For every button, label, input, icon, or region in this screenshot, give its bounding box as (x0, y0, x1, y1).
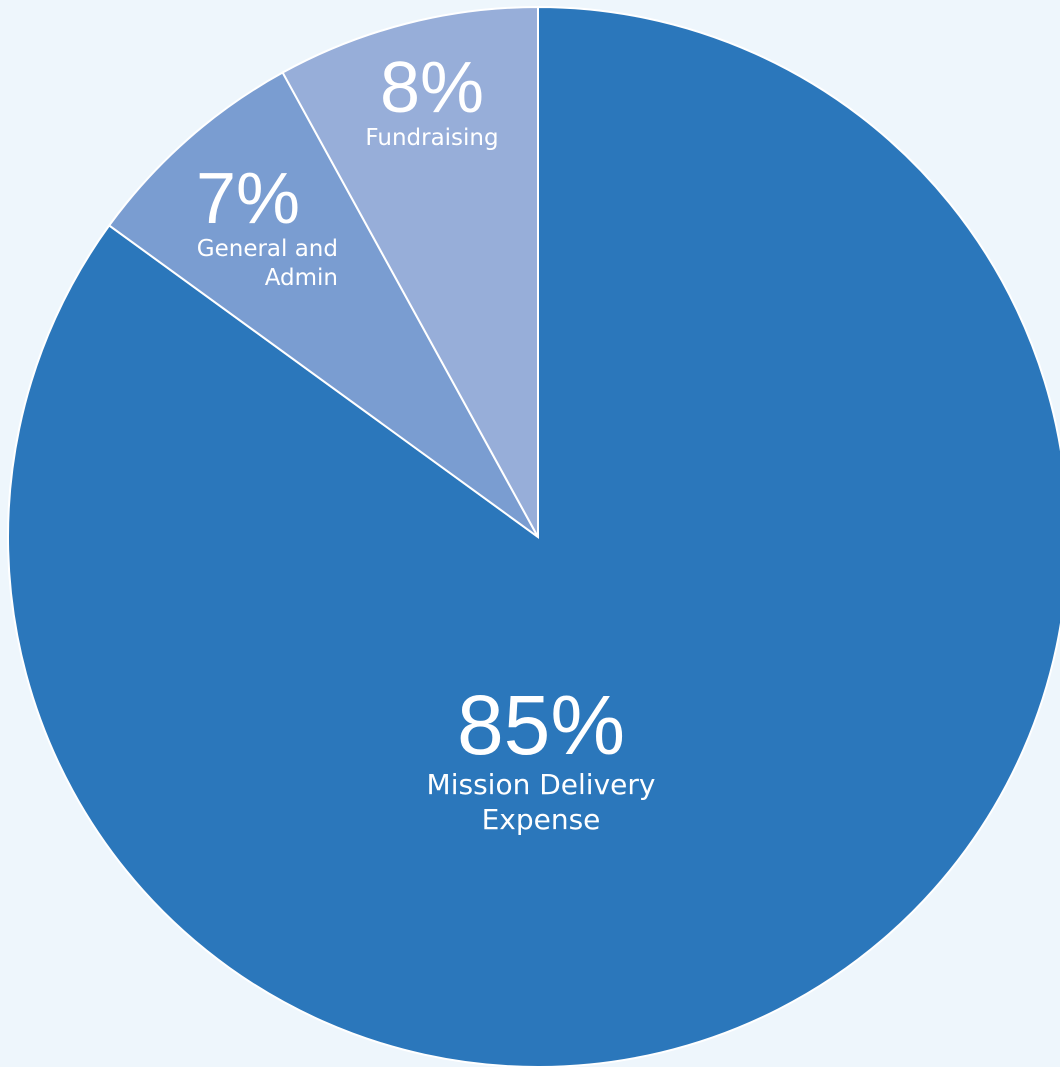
category-label: Fundraising (365, 125, 499, 151)
slice-label: 8% Fundraising (332, 52, 532, 153)
category-label: General and Admin (196, 236, 338, 291)
category-label: Mission Delivery Expense (426, 768, 656, 836)
slice-label: 7% General and Admin (148, 163, 348, 293)
pie-slice (107, 71, 539, 538)
value-label: 85% (456, 678, 626, 772)
value-label: 8% (379, 48, 485, 128)
pie-slice (281, 5, 539, 538)
pie-slice (7, 5, 1060, 1067)
value-label: 7% (195, 159, 301, 239)
slice-label: 85% Mission Delivery Expense (381, 683, 701, 837)
